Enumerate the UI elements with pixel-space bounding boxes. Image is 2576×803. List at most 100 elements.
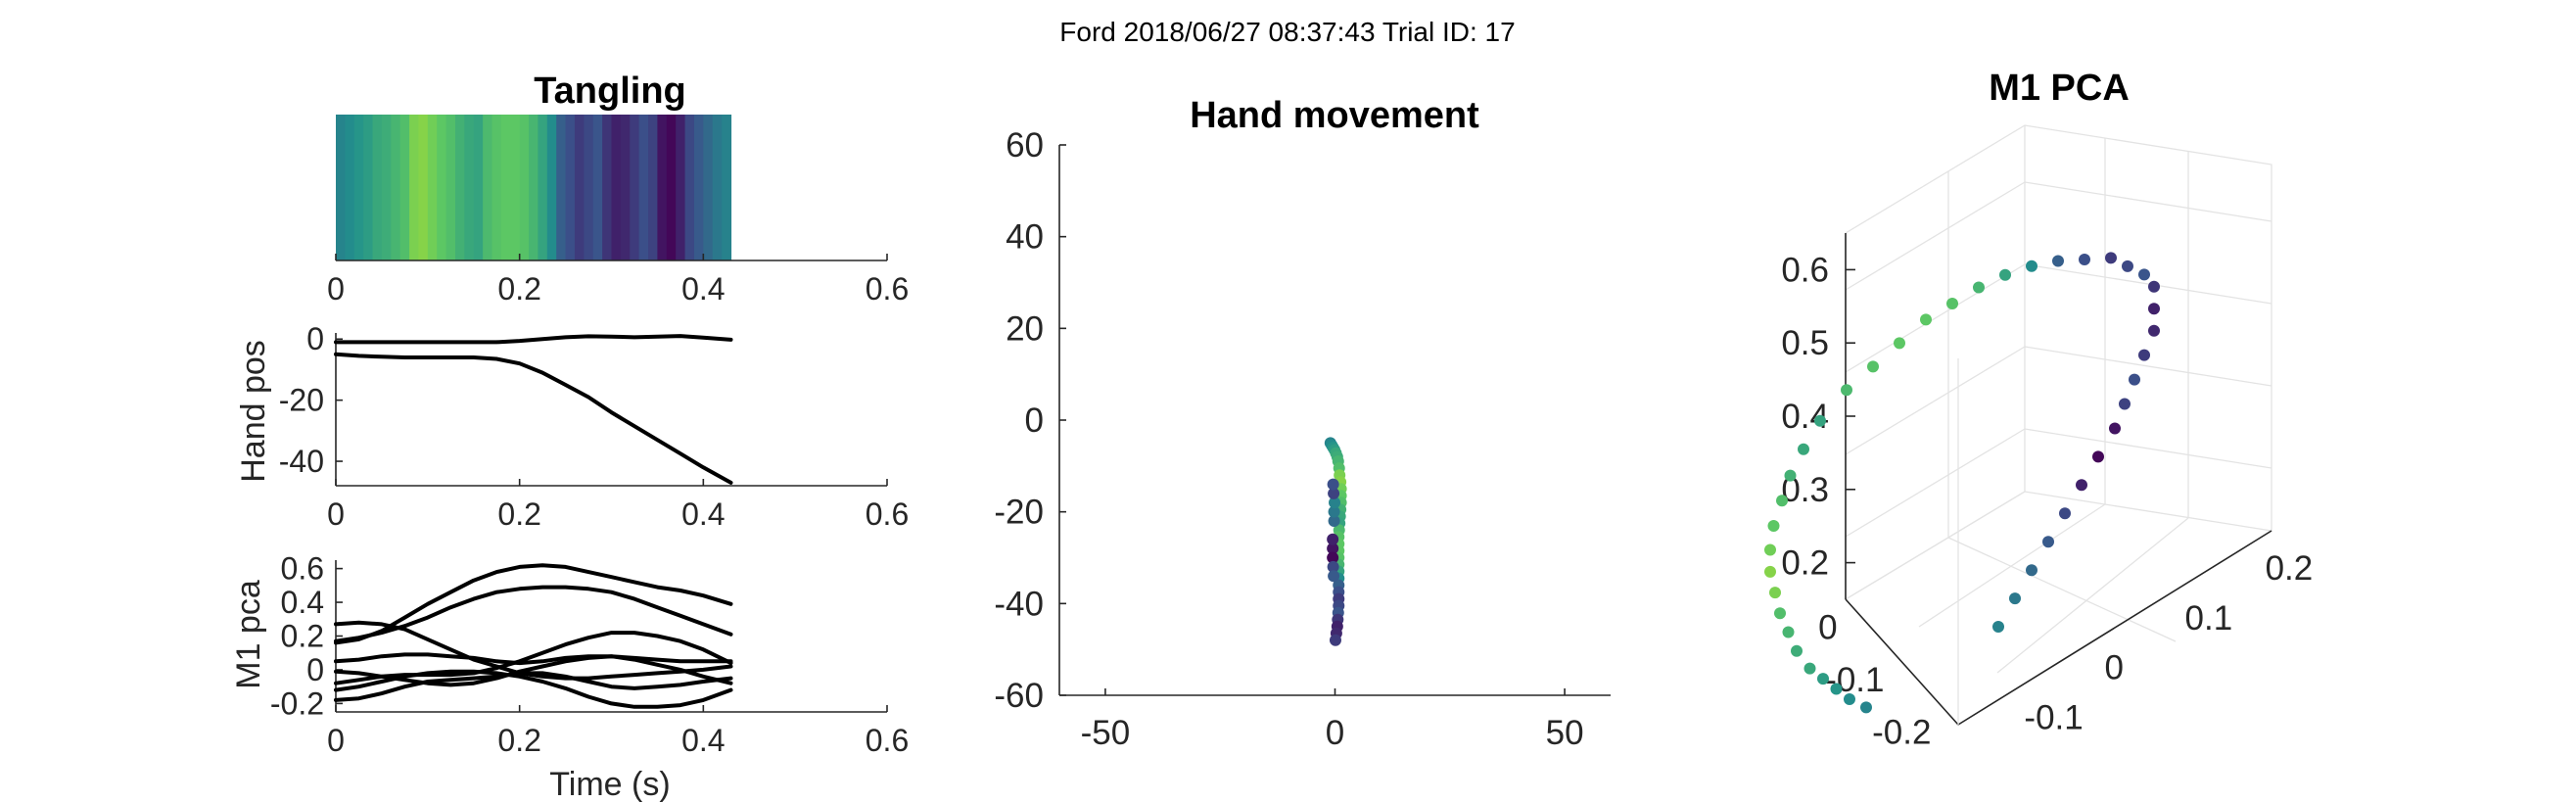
tangling-heatmap bbox=[336, 115, 732, 260]
3d-grid-line bbox=[2024, 428, 2272, 469]
x-tick-label: 0 bbox=[1326, 714, 1344, 752]
m1-pca-3d-point bbox=[2122, 260, 2133, 272]
m1-pca-3d-point bbox=[1992, 621, 2004, 633]
y-tick-label: -0.1 bbox=[2024, 698, 2083, 736]
tangling-cell bbox=[372, 115, 383, 260]
m1-pca-3d-point bbox=[1764, 543, 1776, 556]
m1-pca-3d-point bbox=[2042, 536, 2054, 548]
tangling-cell bbox=[454, 115, 465, 260]
tangling-cell bbox=[584, 115, 594, 260]
m1-pca-3d-point bbox=[1784, 469, 1797, 482]
hand-movement-x-ticks: -50 0 50 bbox=[1081, 688, 1584, 752]
hand-movement-point bbox=[1328, 505, 1340, 518]
m1-pca-3d-panel: M1 PCA 0.20.30.40. bbox=[1764, 68, 2313, 751]
x-tick-label: -0.2 bbox=[1872, 713, 1931, 751]
tangling-cell bbox=[492, 115, 502, 260]
tangling-cell bbox=[483, 115, 493, 260]
tangling-cell bbox=[464, 115, 475, 260]
figure-title: Ford 2018/06/27 08:37:43 Trial ID: 17 bbox=[1059, 17, 1515, 47]
m1-pca-3d-point bbox=[1798, 443, 1809, 455]
m1-pca-3d-point bbox=[2052, 255, 2064, 267]
y-tick-label: 20 bbox=[1006, 309, 1044, 348]
tangling-cell bbox=[546, 115, 557, 260]
tangling-cell bbox=[666, 115, 677, 260]
y-tick-label: -40 bbox=[994, 585, 1044, 623]
m1-pca-3d-point bbox=[2148, 280, 2160, 293]
tangling-title: Tangling bbox=[534, 71, 686, 112]
x-tick-label: 0 bbox=[327, 271, 345, 307]
y-tick-label: 0.4 bbox=[281, 585, 324, 620]
m1-pca-3d-point bbox=[1817, 673, 1829, 685]
3d-grid-line bbox=[2024, 346, 2272, 387]
m1-pca-3d-point bbox=[1920, 313, 1932, 326]
x-tick-label: 0.4 bbox=[681, 496, 725, 532]
hand-movement-point bbox=[1327, 560, 1339, 573]
tangling-cell bbox=[722, 115, 732, 260]
tangling-cell bbox=[345, 115, 355, 260]
x-tick-label: 0.2 bbox=[497, 271, 540, 307]
tangling-cell bbox=[620, 115, 631, 260]
x-tick-label: 0 bbox=[327, 723, 345, 758]
y-tick-label: -60 bbox=[994, 677, 1044, 715]
m1-pca-x-ticks: 0 0.2 0.4 0.6 bbox=[327, 705, 909, 758]
tangling-cell bbox=[693, 115, 704, 260]
3d-grid-line bbox=[1845, 263, 2026, 373]
tangling-cell bbox=[592, 115, 603, 260]
3d-x-axis bbox=[1845, 598, 1959, 726]
hand-movement-point bbox=[1329, 496, 1341, 509]
m1-pca-3d-points bbox=[1764, 252, 2160, 714]
tangling-cell bbox=[418, 115, 429, 260]
tangling-cell bbox=[363, 115, 374, 260]
m1-pca-ylabel: M1 pca bbox=[230, 580, 267, 689]
m1-pca-3d-point bbox=[1791, 644, 1803, 657]
m1-pca-3d-ticks: 0.20.30.40.50.6-0.2-0.10-0.100.10.2 bbox=[1781, 251, 2313, 751]
tangling-cell bbox=[676, 115, 686, 260]
tangling-cell bbox=[648, 115, 659, 260]
tangling-cell bbox=[630, 115, 640, 260]
3d-grid-line bbox=[1845, 428, 2026, 538]
tangling-cell bbox=[638, 115, 649, 260]
m1-pca-3d-point bbox=[1782, 626, 1795, 638]
3d-back-frame bbox=[1845, 124, 2272, 601]
x-tick-label: 0.6 bbox=[866, 723, 909, 758]
tangling-cell bbox=[445, 115, 456, 260]
y-tick-label: 0 bbox=[2104, 649, 2123, 687]
tangling-cell bbox=[437, 115, 447, 260]
m1-pca-3d-point bbox=[2076, 479, 2087, 492]
3d-floor-grid bbox=[1947, 537, 2177, 642]
tangling-cell bbox=[473, 115, 484, 260]
tangling-cell bbox=[409, 115, 420, 260]
m1-pca-3d-point bbox=[2026, 564, 2037, 577]
hand-movement-point bbox=[1328, 570, 1340, 583]
x-tick-label: 0.2 bbox=[497, 723, 540, 758]
series-line-8 bbox=[334, 671, 733, 702]
m1-pca-traces-panel: M1 pca 0.60.40.20-0.2 0 0.2 0.4 0.6 Time (s… bbox=[230, 551, 909, 803]
x-tick-label: 0.6 bbox=[866, 496, 909, 532]
hand-movement-point bbox=[1328, 487, 1340, 499]
3d-grid-line bbox=[2024, 181, 2272, 222]
tangling-cell bbox=[602, 115, 613, 260]
m1-pca-3d-point bbox=[2092, 450, 2104, 463]
tangling-cell bbox=[684, 115, 695, 260]
y-tick-label: 0.2 bbox=[2266, 549, 2314, 588]
x-tick-label: 0.6 bbox=[866, 271, 909, 307]
tangling-cell bbox=[427, 115, 438, 260]
x-tick-label: 50 bbox=[1546, 714, 1584, 752]
m1-pca-3d-point bbox=[2059, 507, 2071, 520]
3d-y-axis bbox=[1957, 530, 2272, 726]
x-tick-label: 0 bbox=[1818, 609, 1837, 647]
series-line-3 bbox=[334, 585, 733, 643]
tangling-cell bbox=[353, 115, 364, 260]
m1-pca-3d-point bbox=[1867, 360, 1879, 373]
hand-movement-point bbox=[1327, 543, 1339, 555]
series-line-5 bbox=[334, 631, 733, 685]
x-tick-label: 0.2 bbox=[497, 496, 540, 532]
series-line-7 bbox=[334, 669, 733, 709]
series-line-4 bbox=[334, 652, 733, 685]
hand-movement-title: Hand movement bbox=[1190, 95, 1479, 136]
hand-pos-x-ticks: 0 0.2 0.4 0.6 bbox=[327, 479, 909, 532]
y-tick-label: 60 bbox=[1006, 126, 1044, 165]
tangling-cell bbox=[538, 115, 548, 260]
y-tick-label: -40 bbox=[279, 444, 324, 479]
